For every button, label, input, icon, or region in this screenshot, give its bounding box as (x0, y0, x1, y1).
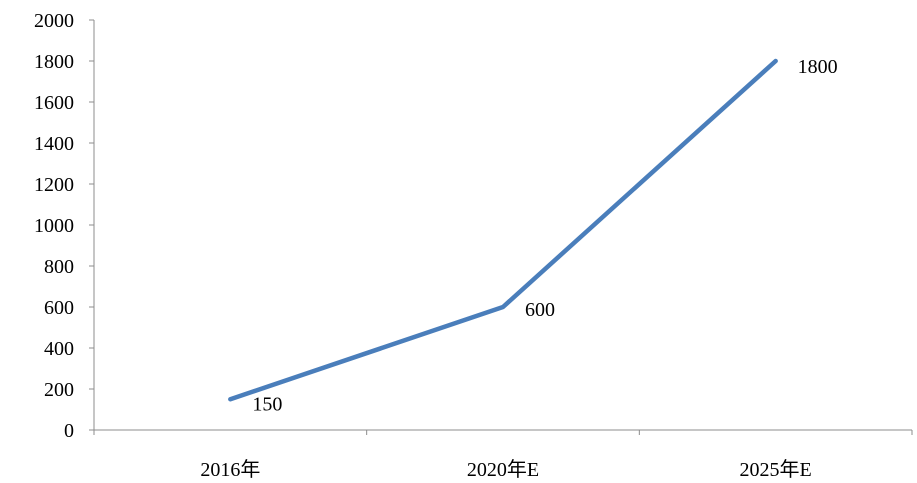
y-tick-label: 200 (44, 379, 74, 401)
y-tick-label: 800 (44, 256, 74, 278)
x-tick-label: 2025年E (740, 458, 812, 481)
data-label: 150 (252, 393, 282, 415)
y-tick-label: 1200 (34, 174, 74, 196)
y-tick-label: 0 (64, 420, 74, 442)
y-tick-label: 400 (44, 338, 74, 360)
y-tick-label: 2000 (34, 10, 74, 32)
data-labels: 150 600 1800 (252, 56, 837, 415)
x-axis: 2016年 2020年E 2025年E (93, 429, 913, 481)
series-layer (228, 58, 778, 402)
y-axis: 0 200 400 600 800 1000 1200 1400 1600 1800 2000 (34, 10, 95, 442)
y-tick-label: 1400 (34, 133, 74, 155)
y-tick-label: 1000 (34, 215, 74, 237)
data-label: 1800 (798, 56, 838, 78)
series-line (228, 58, 778, 402)
y-tick-label: 600 (44, 297, 74, 319)
x-tick-label: 2020年E (467, 458, 539, 481)
data-label: 600 (525, 299, 555, 321)
x-tick-label: 2016年 (200, 458, 260, 481)
y-tick-label: 1600 (34, 92, 74, 114)
y-tick-label: 1800 (34, 51, 74, 73)
